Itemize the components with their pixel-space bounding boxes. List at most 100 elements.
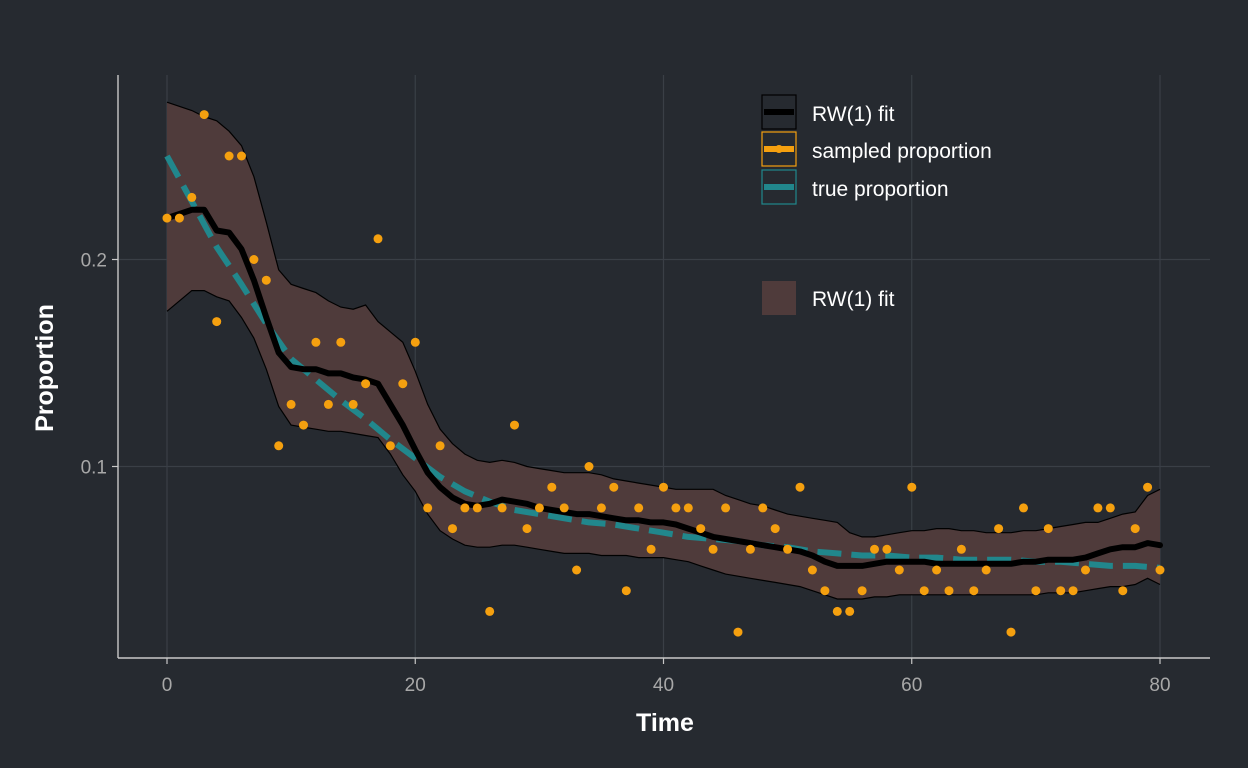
sampled-point bbox=[162, 213, 172, 223]
legend-item-true: true proportion bbox=[761, 169, 949, 205]
sampled-point bbox=[758, 503, 768, 513]
y-tick-label: 0.1 bbox=[81, 458, 107, 479]
sampled-point bbox=[1105, 503, 1115, 513]
sampled-point bbox=[832, 606, 842, 616]
ribbon-area bbox=[167, 102, 1160, 599]
sampled-point bbox=[460, 503, 470, 513]
sampled-point bbox=[199, 110, 209, 120]
sampled-point bbox=[448, 524, 457, 534]
sampled-point bbox=[646, 544, 656, 554]
ribbon-lower-edge bbox=[166, 290, 1161, 600]
ribbon-layer bbox=[166, 101, 1161, 600]
sampled-point bbox=[559, 503, 569, 513]
legend-item-sampled: sampled proportion bbox=[761, 131, 992, 167]
sampled-point bbox=[696, 524, 706, 534]
fit-line bbox=[164, 206, 1163, 569]
sampled-point bbox=[534, 503, 544, 513]
sampled-point bbox=[286, 399, 296, 409]
sampled-point bbox=[1093, 503, 1103, 513]
legend-key-true bbox=[761, 169, 797, 205]
sampled-point bbox=[1056, 586, 1066, 596]
sampled-point bbox=[336, 337, 346, 347]
legend-item-fit: RW(1) fit bbox=[761, 94, 895, 130]
sampled-point bbox=[733, 627, 743, 637]
sampled-points-layer bbox=[162, 110, 1165, 637]
sampled-point bbox=[596, 503, 606, 513]
sampled-point bbox=[981, 565, 991, 575]
sampled-point bbox=[249, 255, 259, 264]
sampled-point bbox=[807, 565, 817, 575]
sampled-point bbox=[721, 503, 731, 513]
legend-item-ribbon: RW(1) fit bbox=[762, 281, 895, 315]
y-tick-label: 0.2 bbox=[81, 251, 107, 272]
legend-label-ribbon: RW(1) fit bbox=[812, 288, 895, 311]
x-tick-label: 80 bbox=[1149, 675, 1170, 696]
sampled-point bbox=[994, 524, 1004, 534]
sampled-point bbox=[435, 441, 445, 451]
sampled-point bbox=[770, 524, 780, 534]
sampled-point bbox=[510, 420, 519, 430]
sampled-point bbox=[423, 503, 433, 513]
sampled-point bbox=[870, 544, 879, 554]
sampled-point bbox=[261, 275, 271, 285]
sampled-point bbox=[224, 151, 234, 161]
ribbon-upper-edge bbox=[166, 101, 1161, 538]
sampled-point bbox=[932, 565, 942, 575]
sampled-point bbox=[572, 565, 582, 575]
sampled-point bbox=[1031, 586, 1041, 596]
sampled-point bbox=[311, 337, 321, 347]
sampled-point bbox=[621, 586, 631, 596]
sampled-point bbox=[845, 606, 855, 616]
sampled-point bbox=[659, 482, 668, 492]
x-tick-label: 20 bbox=[405, 675, 426, 696]
tick-labels: 0 20 40 60 80 0.1 0.2 bbox=[81, 251, 1171, 697]
sampled-point bbox=[472, 503, 482, 513]
sampled-point bbox=[584, 462, 594, 471]
sampled-point bbox=[894, 565, 904, 575]
sampled-point bbox=[708, 544, 718, 554]
x-tick-label: 40 bbox=[653, 675, 674, 696]
sampled-point bbox=[1130, 524, 1140, 534]
sampled-point bbox=[497, 503, 507, 513]
sampled-point bbox=[745, 544, 755, 554]
legend-key-ribbon bbox=[762, 281, 796, 315]
sampled-point bbox=[1006, 627, 1016, 637]
sampled-point bbox=[1143, 482, 1153, 492]
sampled-point bbox=[323, 399, 333, 409]
legend-label-true: true proportion bbox=[812, 178, 949, 201]
legend-key-fit bbox=[761, 94, 797, 130]
sampled-point bbox=[1081, 565, 1090, 575]
sampled-point bbox=[857, 586, 867, 596]
legend: RW(1) fit sampled proportion true propor… bbox=[761, 94, 992, 315]
legend-label-sampled: sampled proportion bbox=[812, 140, 992, 163]
sampled-point bbox=[410, 337, 420, 347]
sampled-point bbox=[373, 234, 383, 244]
sampled-point bbox=[299, 420, 308, 430]
sampled-point bbox=[398, 379, 408, 389]
sampled-point bbox=[944, 586, 954, 596]
sampled-point bbox=[795, 482, 805, 492]
sampled-point bbox=[1155, 565, 1165, 575]
x-tick-label: 60 bbox=[901, 675, 922, 696]
sampled-point bbox=[385, 441, 395, 451]
sampled-point bbox=[1118, 586, 1128, 596]
sampled-point bbox=[783, 544, 793, 554]
x-tick-label: 0 bbox=[162, 675, 173, 696]
sampled-point bbox=[174, 213, 184, 223]
sampled-point bbox=[609, 482, 619, 492]
true-proportion-layer bbox=[164, 154, 1161, 571]
legend-key-sampled bbox=[761, 131, 797, 167]
sampled-point bbox=[237, 151, 246, 161]
sampled-point bbox=[634, 503, 644, 513]
sampled-point bbox=[348, 399, 358, 409]
sampled-point bbox=[882, 544, 892, 554]
sampled-point bbox=[671, 503, 681, 513]
sampled-point bbox=[820, 586, 830, 596]
sampled-point bbox=[485, 606, 495, 616]
sampled-point bbox=[547, 482, 557, 492]
sampled-point bbox=[361, 379, 371, 389]
sampled-point bbox=[969, 586, 979, 596]
sampled-point bbox=[1068, 586, 1078, 596]
x-axis-title: Time bbox=[636, 709, 694, 737]
y-axis-title: Proportion bbox=[31, 304, 59, 432]
